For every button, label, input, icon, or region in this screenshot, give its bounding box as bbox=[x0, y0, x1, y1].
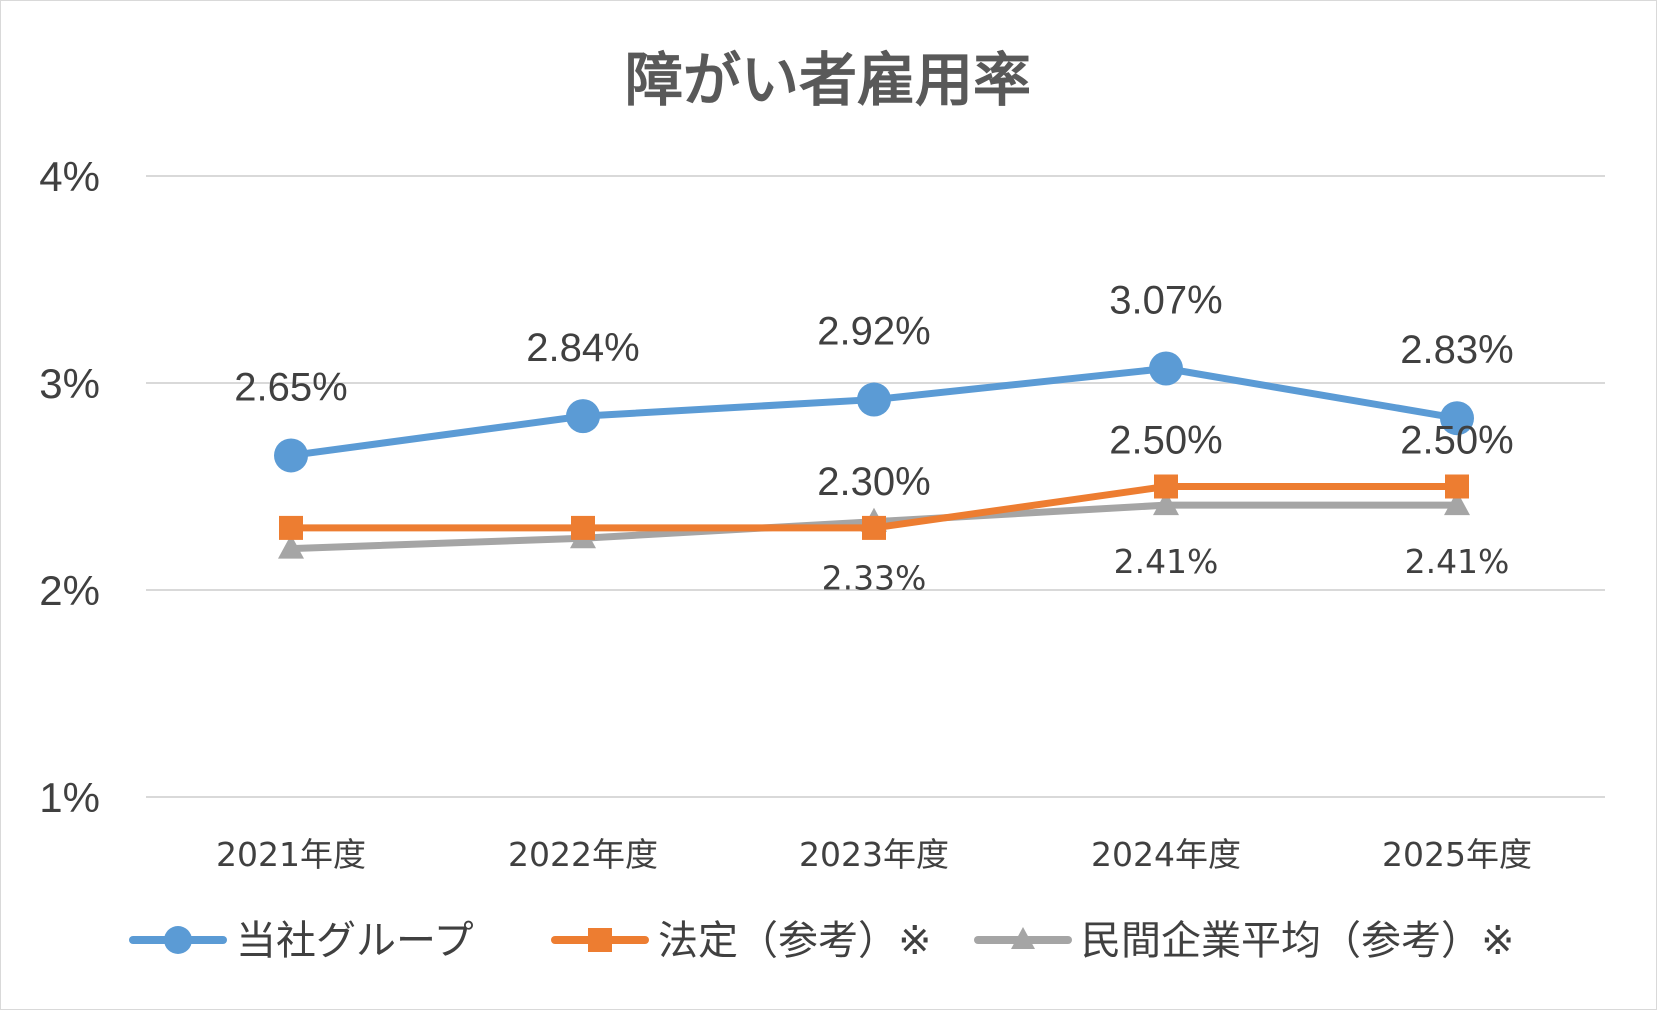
data-point bbox=[1154, 474, 1178, 499]
y-tick-label: 3% bbox=[39, 360, 100, 407]
series-1 bbox=[279, 474, 1469, 540]
data-label: 2.41% bbox=[1114, 542, 1219, 581]
data-label: 2.84% bbox=[526, 326, 639, 370]
data-label: 2.41% bbox=[1405, 542, 1510, 581]
legend-label: 当社グループ bbox=[236, 918, 474, 964]
x-tick-label: 2022年度 bbox=[508, 835, 658, 874]
data-labels: 2.65% 2.84% 2.92% 3.07% 2.83% 2.30% 2.50% 2.50%… bbox=[234, 279, 1513, 598]
data-label: 2.33% bbox=[822, 559, 927, 598]
data-point bbox=[1440, 401, 1474, 436]
chart-title: 障がい者雇用率 bbox=[625, 46, 1031, 114]
legend-marker bbox=[588, 928, 612, 952]
y-tick-label: 4% bbox=[39, 153, 100, 200]
data-point bbox=[278, 534, 304, 559]
data-point bbox=[1445, 474, 1469, 499]
data-label: 2.83% bbox=[1400, 328, 1513, 372]
data-point bbox=[274, 438, 308, 473]
data-point bbox=[566, 399, 600, 434]
data-label: 2.50% bbox=[1400, 419, 1513, 463]
legend-item: 法定（参考）※ bbox=[551, 918, 932, 964]
x-tick-label: 2021年度 bbox=[216, 835, 366, 874]
legend-item: 当社グループ bbox=[129, 918, 474, 964]
x-tick-label: 2024年度 bbox=[1091, 835, 1241, 874]
legend-marker bbox=[164, 926, 192, 954]
data-point bbox=[1149, 351, 1183, 386]
y-tick-label: 2% bbox=[39, 567, 100, 614]
data-point bbox=[862, 515, 886, 540]
legend-label: 法定（参考）※ bbox=[658, 918, 932, 964]
data-point bbox=[1444, 491, 1470, 516]
x-axis-ticks: 2021年度 2022年度 2023年度 2024年度 2025年度 bbox=[216, 835, 1532, 874]
legend-item: 民間企業平均（参考）※ bbox=[974, 918, 1515, 964]
y-tick-label: 1% bbox=[39, 774, 100, 821]
legend-marker bbox=[1011, 927, 1035, 949]
data-point bbox=[857, 382, 891, 417]
series-0 bbox=[274, 351, 1474, 473]
data-label: 2.65% bbox=[234, 365, 347, 409]
legend-label: 民間企業平均（参考）※ bbox=[1081, 918, 1515, 964]
data-label: 2.92% bbox=[817, 310, 930, 354]
data-label: 3.07% bbox=[1109, 279, 1222, 323]
x-tick-label: 2023年度 bbox=[799, 835, 949, 874]
series-layer bbox=[274, 351, 1474, 559]
data-point bbox=[279, 515, 303, 540]
data-label: 2.30% bbox=[817, 460, 930, 504]
data-point bbox=[571, 515, 595, 540]
y-axis-ticks: 1% 2% 3% 4% bbox=[39, 153, 100, 821]
data-point bbox=[1153, 491, 1179, 516]
data-label: 2.50% bbox=[1109, 419, 1222, 463]
x-tick-label: 2025年度 bbox=[1382, 835, 1532, 874]
legend: 当社グループ 法定（参考）※ 民間企業平均（参考）※ bbox=[129, 918, 1515, 964]
